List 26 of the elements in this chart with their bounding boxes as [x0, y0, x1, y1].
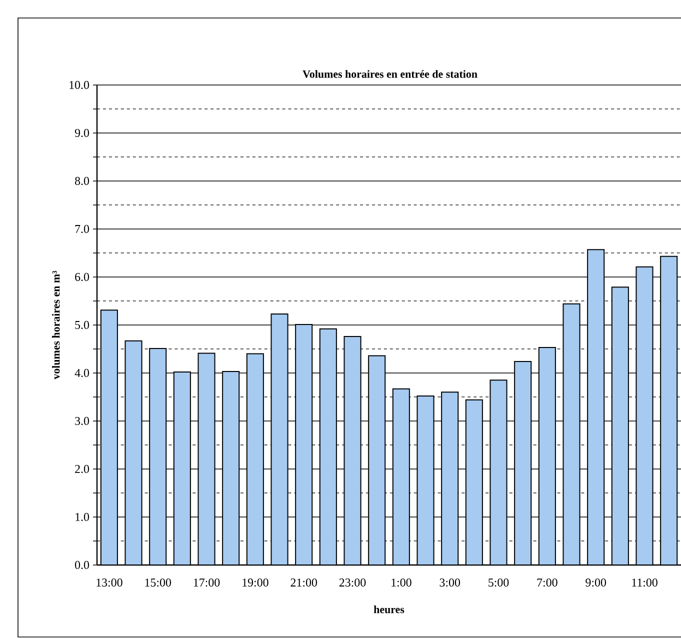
- y-tick-label: 9.0: [74, 128, 90, 138]
- x-tick-label: 9:00: [586, 578, 606, 587]
- y-tick-label: 1.0: [76, 512, 90, 522]
- x-tick-label: 15:00: [145, 578, 171, 587]
- x-tick-label: 13:00: [96, 578, 122, 587]
- y-tick-label: 3.0: [75, 416, 90, 426]
- y-tick-label: 6.0: [75, 272, 90, 282]
- y-tick-label: 8.0: [74, 176, 90, 186]
- x-tick-label: 5:00: [488, 578, 509, 587]
- y-tick-label: 5.0: [75, 320, 90, 330]
- y-tick-label: 4.0: [74, 368, 90, 378]
- x-tick-label: 1:00: [392, 578, 412, 587]
- y-axis-title: volumes horaires en m³: [52, 270, 60, 380]
- x-tick-label: 21:00: [290, 578, 317, 587]
- x-tick-label: 3:00: [440, 578, 460, 587]
- x-tick-label: 17:00: [194, 578, 220, 587]
- x-axis-title: heures: [374, 605, 404, 614]
- x-tick-label: 7:00: [537, 578, 558, 587]
- x-tick-label: 11:00: [632, 578, 658, 587]
- y-tick-label: 2.0: [75, 464, 90, 474]
- x-tick-label: 19:00: [242, 578, 268, 587]
- y-tick-label: 7.0: [75, 224, 90, 234]
- y-tick-label: 0.0: [74, 560, 90, 570]
- chart-title: Volumes horaires en entrée de station: [302, 70, 478, 78]
- x-tick-label: 23:00: [339, 578, 366, 587]
- y-tick-label: 10.0: [70, 80, 90, 90]
